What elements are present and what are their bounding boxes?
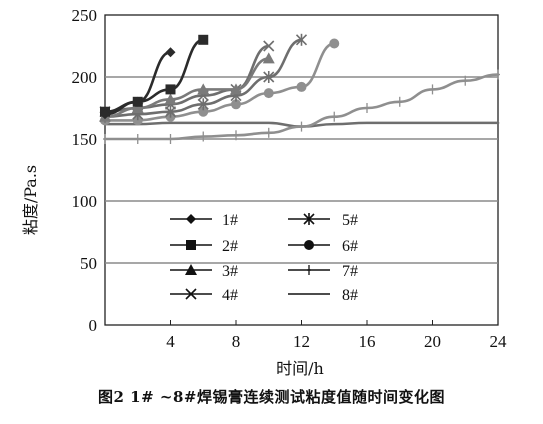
legend-label: 6# (342, 238, 358, 255)
data-point (165, 84, 176, 95)
x-tick-label: 12 (293, 332, 310, 351)
legend-marker (185, 288, 197, 300)
plot-border (104, 14, 499, 326)
legend-item: 4# (170, 287, 238, 304)
data-point (296, 81, 307, 92)
y-axis-title: 粘度/Pa.s (21, 165, 40, 235)
legend-item: 6# (288, 238, 358, 255)
data-point (165, 47, 176, 58)
series-6 (100, 38, 340, 126)
legend-label: 8# (342, 287, 358, 304)
data-point (496, 69, 500, 80)
legend-marker (304, 240, 314, 250)
data-point (164, 93, 177, 105)
data-point (168, 134, 173, 144)
x-tick-label: 4 (166, 332, 175, 351)
data-point (135, 134, 140, 144)
data-point (103, 134, 107, 144)
legend-marker (307, 265, 311, 275)
data-point (131, 102, 144, 113)
data-point (365, 103, 369, 113)
x-tick-label: 16 (359, 332, 376, 351)
x-tick-label: 20 (424, 332, 441, 351)
legend-marker (186, 214, 196, 224)
y-tick-label: 100 (72, 192, 98, 211)
data-point (266, 127, 271, 138)
legend-item: 1# (170, 212, 238, 229)
legend-label: 2# (222, 238, 238, 255)
legend-marker (185, 264, 197, 275)
series-3 (99, 52, 275, 122)
data-point (397, 96, 402, 107)
legend: 1# 2# 3# 4# 5# 6# 7# 8# (170, 212, 358, 304)
data-point (262, 52, 275, 64)
data-point (132, 115, 143, 126)
y-tick-label: 0 (89, 316, 98, 335)
legend-item: 3# (170, 263, 238, 280)
plot-frame (104, 14, 499, 326)
y-tick-label: 250 (72, 6, 98, 25)
data-point (263, 88, 274, 99)
data-point (263, 71, 275, 83)
series-line (103, 57, 271, 118)
legend-label: 3# (222, 263, 238, 280)
data-point (295, 33, 308, 46)
data-point (263, 40, 275, 52)
legend-item: 8# (288, 287, 358, 304)
x-tick-label: 24 (490, 332, 508, 351)
data-point (198, 106, 209, 117)
legend-label: 5# (342, 212, 358, 229)
data-point (329, 38, 340, 49)
legend-label: 7# (342, 263, 358, 280)
data-point (463, 75, 468, 86)
data-point (197, 83, 210, 95)
legend-marker (186, 240, 196, 250)
y-tick-label: 200 (72, 68, 98, 87)
x-axis-title: 时间/h (276, 359, 324, 378)
series-7 (103, 69, 500, 144)
tick-labels: 0 50 100 150 200 250 4 8 12 16 20 24 (72, 6, 508, 351)
series-1 (100, 47, 176, 120)
data-point (332, 111, 337, 122)
data-point (100, 109, 110, 120)
y-tick-label: 150 (72, 130, 98, 149)
data-point (197, 98, 209, 111)
legend-marker (303, 213, 315, 225)
data-point (132, 96, 143, 107)
legend-item: 7# (288, 263, 358, 280)
data-point (234, 130, 238, 141)
series-layer (99, 33, 500, 144)
legend-item: 2# (170, 238, 238, 255)
data-point (430, 84, 435, 95)
legend-label: 4# (222, 287, 238, 304)
data-point (299, 121, 304, 132)
data-point (231, 99, 241, 110)
legend-item: 5# (288, 212, 358, 229)
x-tick-label: 8 (232, 332, 241, 351)
legend-label: 1# (222, 212, 238, 229)
figure-caption: 图2 1# ~8#焊锡膏连续测试粘度值随时间变化图 (98, 388, 445, 406)
data-point (230, 83, 242, 95)
y-tick-label: 50 (80, 254, 97, 273)
data-point (198, 34, 209, 45)
data-point (201, 131, 206, 142)
